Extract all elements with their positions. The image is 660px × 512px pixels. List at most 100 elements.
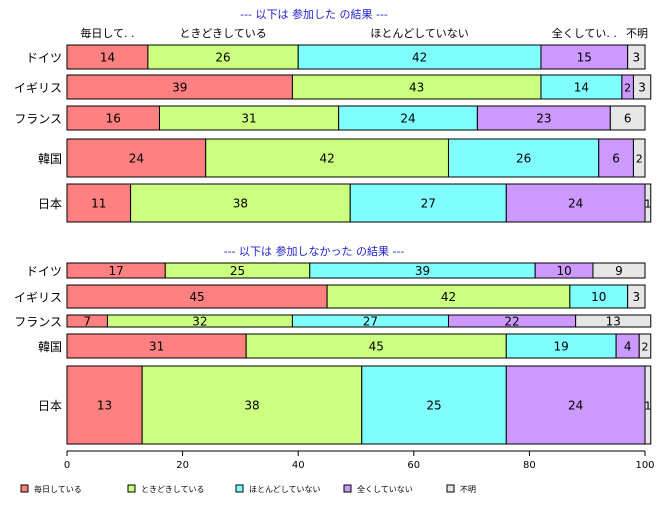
panel-title: --- 以下は 参加した の結果 --- xyxy=(240,7,388,21)
data-label: 31 xyxy=(241,112,256,126)
bar-segment xyxy=(338,105,478,131)
data-label: 43 xyxy=(409,81,424,95)
category-label: フランス xyxy=(14,315,62,329)
category-label: 日本 xyxy=(38,197,62,211)
bar-segment xyxy=(575,314,652,328)
data-label: 9 xyxy=(615,264,623,278)
bar-segment xyxy=(632,74,652,100)
data-label: 7 xyxy=(83,315,91,329)
data-label: 1 xyxy=(644,400,651,413)
bar-segment xyxy=(505,333,617,359)
data-label: 39 xyxy=(415,264,430,278)
data-label: 2 xyxy=(636,153,643,166)
data-label: 24 xyxy=(568,399,583,413)
legend-swatch xyxy=(343,484,352,493)
column-label: 不明 xyxy=(626,27,648,40)
data-label: 42 xyxy=(412,51,427,65)
bar-segment xyxy=(66,365,143,445)
data-label: 16 xyxy=(106,112,121,126)
panel-title: --- 以下は 参加しなかった の結果 --- xyxy=(224,244,405,258)
bar-segment xyxy=(205,138,449,178)
x-tick-label: 20 xyxy=(176,460,189,471)
data-label: 42 xyxy=(319,152,334,166)
data-label: 23 xyxy=(536,112,551,126)
data-label: 31 xyxy=(149,340,164,354)
column-label: 全くしてい. . xyxy=(552,26,617,40)
data-label: 45 xyxy=(189,290,204,304)
bar-segment xyxy=(66,105,160,131)
legend-swatch xyxy=(235,484,244,493)
legend-swatch xyxy=(446,484,455,493)
data-label: 24 xyxy=(568,197,583,211)
legend-swatch xyxy=(20,484,29,493)
column-label: ときどきしている xyxy=(179,27,266,40)
bar-segment xyxy=(632,138,646,178)
x-tick-label: 60 xyxy=(407,460,420,471)
data-label: 2 xyxy=(624,82,631,95)
bar-segment xyxy=(66,183,132,223)
data-label: 14 xyxy=(574,81,589,95)
data-label: 39 xyxy=(172,81,187,95)
bar-segment xyxy=(447,138,600,178)
bar-segment xyxy=(644,365,652,445)
legend-swatch xyxy=(127,484,136,493)
bar-segment xyxy=(66,74,293,100)
data-label: 27 xyxy=(363,315,378,329)
bar-segment xyxy=(291,74,542,100)
bar-segment xyxy=(505,183,646,223)
bar-segment xyxy=(66,138,207,178)
bar-segment xyxy=(66,333,247,359)
data-label: 1 xyxy=(644,198,651,211)
bar-segment xyxy=(476,105,611,131)
column-label: 毎日して. . xyxy=(80,27,134,40)
column-label: ほとんどしていない xyxy=(370,27,468,40)
x-tick-label: 80 xyxy=(523,460,536,471)
data-label: 3 xyxy=(638,81,646,95)
data-label: 19 xyxy=(554,340,569,354)
category-label: 日本 xyxy=(38,399,62,413)
legend-label: 全くしていない xyxy=(357,484,413,494)
data-label: 13 xyxy=(606,315,621,329)
bar-segment xyxy=(644,183,652,223)
data-label: 25 xyxy=(426,399,441,413)
bar-segment xyxy=(609,105,646,131)
x-tick-label: 40 xyxy=(292,460,305,471)
bar-segment xyxy=(245,333,507,359)
bar-segment xyxy=(638,333,652,359)
data-label: 32 xyxy=(192,315,207,329)
legend-label: 不明 xyxy=(460,485,476,494)
bar-segment xyxy=(349,183,507,223)
data-label: 25 xyxy=(230,264,245,278)
bar-segment xyxy=(147,44,299,70)
data-label: 45 xyxy=(369,340,384,354)
data-label: 24 xyxy=(400,112,415,126)
category-label: 韓国 xyxy=(38,340,62,354)
data-label: 6 xyxy=(624,112,632,126)
category-label: イギリス xyxy=(14,81,62,95)
data-label: 22 xyxy=(504,315,519,329)
data-label: 26 xyxy=(516,152,531,166)
data-label: 4 xyxy=(624,340,632,354)
category-label: フランス xyxy=(14,112,62,126)
bar-segment xyxy=(627,44,646,70)
data-label: 24 xyxy=(129,152,144,166)
data-label: 10 xyxy=(556,264,571,278)
data-label: 3 xyxy=(633,290,641,304)
data-label: 38 xyxy=(233,197,248,211)
data-label: 26 xyxy=(215,51,230,65)
data-label: 42 xyxy=(441,290,456,304)
data-label: 10 xyxy=(591,290,606,304)
data-label: 15 xyxy=(577,51,592,65)
data-label: 6 xyxy=(612,152,620,166)
bar-segment xyxy=(297,44,542,70)
bar-segment xyxy=(627,284,646,309)
legend-label: ときどきしている xyxy=(141,485,205,494)
category-label: 韓国 xyxy=(38,152,62,166)
category-label: ドイツ xyxy=(26,265,62,279)
data-label: 3 xyxy=(633,51,641,65)
bar-segment xyxy=(505,365,646,445)
category-label: ドイツ xyxy=(26,51,62,65)
legend-label: 毎日している xyxy=(34,484,82,494)
bar-segment xyxy=(66,44,149,70)
category-label: イギリス xyxy=(14,291,62,305)
